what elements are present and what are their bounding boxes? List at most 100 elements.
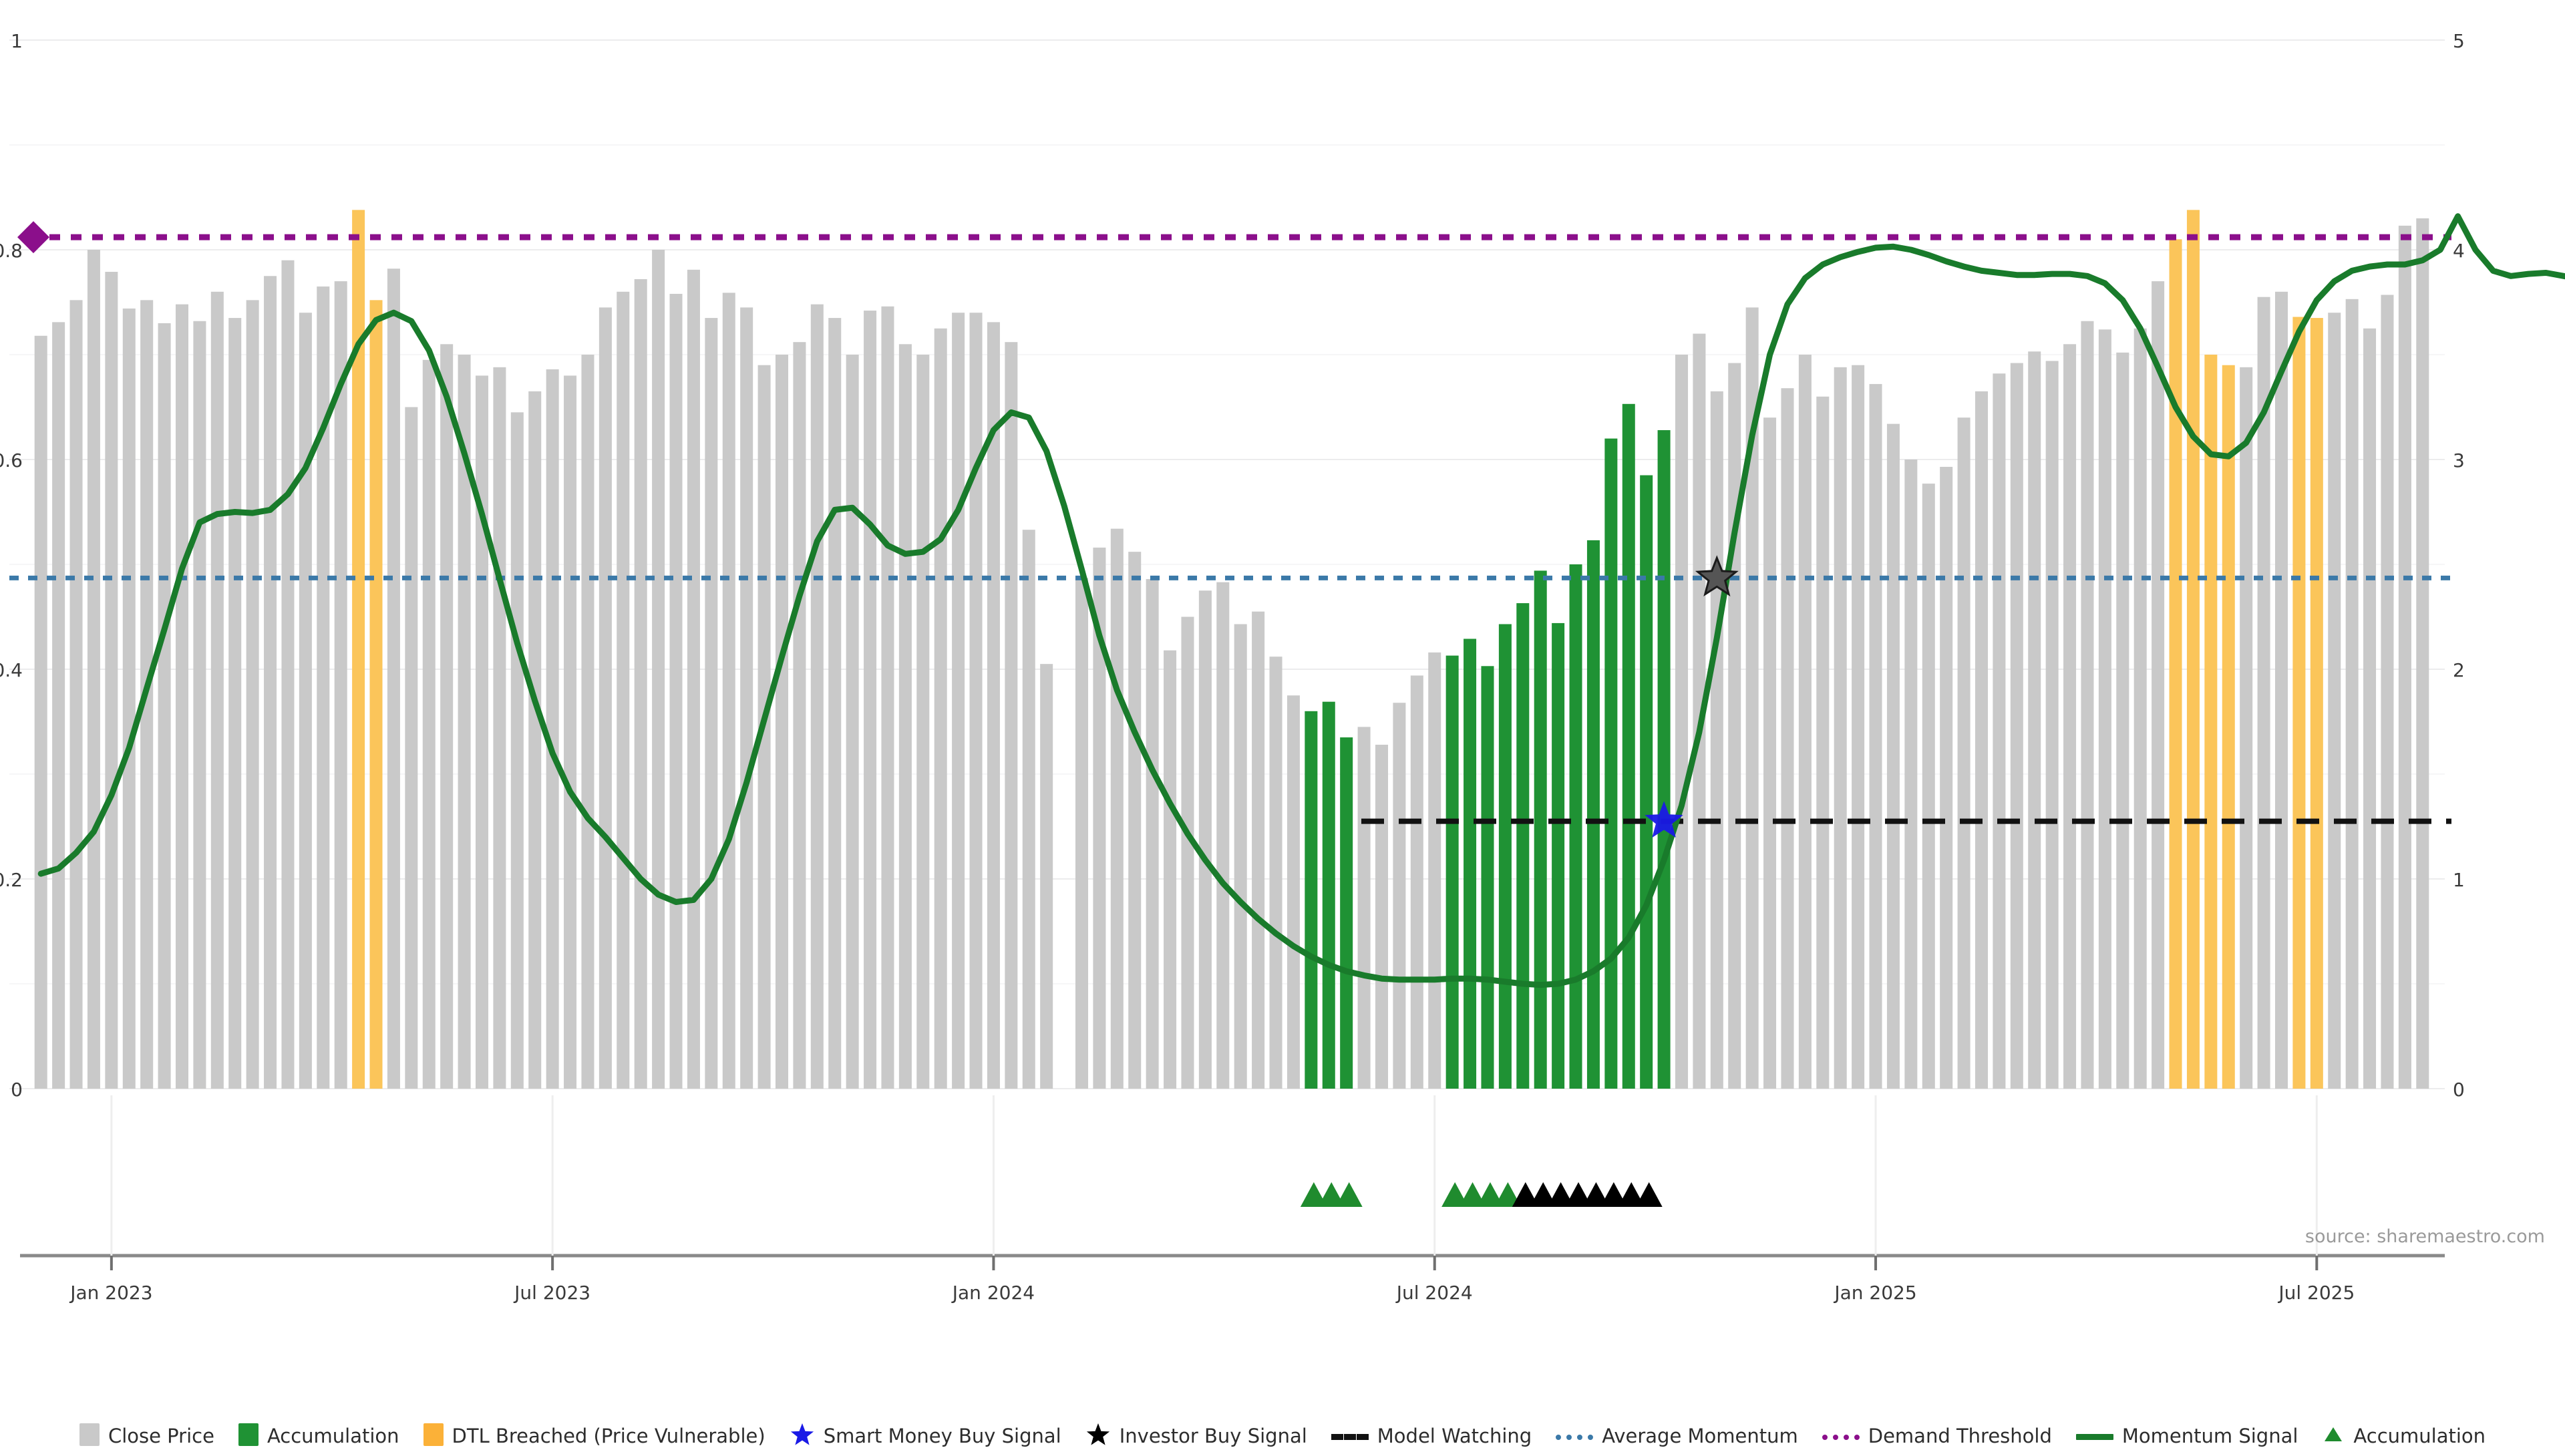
price-bar [1993, 373, 2006, 1089]
price-bar [1886, 423, 1900, 1089]
price-bar [2045, 361, 2059, 1089]
dotted-line-icon [1822, 1430, 1860, 1443]
price-bar [2398, 225, 2411, 1089]
y-axis-right-tick-label: 2 [2453, 659, 2465, 681]
price-bar [369, 300, 383, 1089]
accumulation-triangle-marker [1494, 1182, 1522, 1207]
legend-item-smart-money-buy-signal[interactable]: Smart Money Buy Signal [790, 1422, 1061, 1450]
price-bar [687, 269, 700, 1089]
legend-item-dtl-breached-price-vulnerable[interactable]: DTL Breached (Price Vulnerable) [423, 1423, 765, 1449]
y-axis-left-tick-label: 0.2 [0, 869, 23, 891]
price-bar [158, 323, 171, 1089]
price-bar [334, 281, 347, 1089]
price-bar [916, 355, 930, 1089]
price-bar [898, 344, 912, 1089]
price-bar [2274, 291, 2288, 1089]
accumulation-triangle-marker [1459, 1182, 1486, 1207]
price-bar [1340, 737, 1353, 1089]
chart-legend: Close Price Accumulation DTL Breached (Pri… [0, 1416, 2565, 1456]
accumulation-triangle-marker [1476, 1182, 1504, 1207]
accumulation-triangle-marker [1318, 1182, 1345, 1207]
price-bar [1834, 367, 1847, 1089]
price-bar [1498, 624, 1512, 1089]
price-bar [793, 342, 806, 1089]
y-axis-left-tick-label: 0.4 [0, 659, 23, 681]
price-bar [1604, 438, 1618, 1089]
price-bar [2116, 352, 2129, 1089]
price-bar [2381, 295, 2394, 1089]
price-bar [2204, 355, 2218, 1089]
square-icon [423, 1423, 444, 1449]
price-bar [1040, 664, 1053, 1089]
square-icon [79, 1423, 100, 1449]
price-bar [2328, 313, 2341, 1089]
legend-item-average-momentum[interactable]: Average Momentum [1556, 1425, 1798, 1447]
price-bar [1198, 590, 1212, 1089]
price-bar [2028, 351, 2041, 1089]
price-bar [581, 355, 594, 1089]
price-bar [246, 300, 259, 1089]
price-bar [264, 276, 277, 1089]
price-bar [175, 304, 189, 1089]
price-bar [1445, 655, 1459, 1089]
price-bar [846, 355, 859, 1089]
price-bar [1481, 666, 1494, 1089]
price-bar [634, 279, 647, 1089]
legend-item-label: Accumulation [2353, 1425, 2486, 1447]
price-bar [1393, 703, 1406, 1089]
legend-item-investor-buy-signal[interactable]: Investor Buy Signal [1085, 1422, 1307, 1450]
price-bar [1763, 417, 1777, 1089]
legend-item-momentum-signal[interactable]: Momentum Signal [2075, 1425, 2298, 1447]
price-bar [546, 369, 559, 1089]
price-bar [440, 344, 454, 1089]
price-bar [52, 322, 65, 1089]
y-axis-right-tick-label: 5 [2453, 30, 2465, 52]
price-bar [87, 250, 100, 1089]
price-bar [1375, 745, 1389, 1089]
legend-item-label: Accumulation [267, 1425, 399, 1447]
price-bar [1534, 570, 1547, 1089]
price-bar [1640, 475, 1653, 1089]
accumulation-triangle-marker [1300, 1182, 1327, 1207]
legend-item-model-watching[interactable]: Model Watching [1331, 1425, 1532, 1447]
star-icon [790, 1422, 815, 1450]
price-bar [652, 250, 665, 1089]
price-bar [2010, 363, 2023, 1089]
price-bar [1234, 624, 1247, 1089]
price-bar [1622, 403, 1635, 1089]
price-bar [1869, 383, 1882, 1089]
price-bar [617, 291, 630, 1089]
price-bar [1216, 582, 1230, 1089]
price-bar [987, 322, 1000, 1089]
price-bar [1022, 530, 1035, 1089]
y-axis-left-tick-label: 1 [11, 30, 23, 52]
price-bar [2257, 297, 2270, 1089]
price-bar [352, 210, 365, 1089]
accumulation-triangle-marker [1441, 1182, 1469, 1207]
price-bar [2345, 299, 2359, 1089]
price-bar [1586, 540, 1600, 1089]
price-bar [1164, 650, 1177, 1089]
price-bar [969, 313, 983, 1089]
legend-item-label: DTL Breached (Price Vulnerable) [452, 1425, 765, 1447]
price-bar [1516, 603, 1530, 1089]
price-bar [405, 407, 418, 1089]
price-bar [1675, 355, 1689, 1089]
reference-lines [9, 234, 2451, 824]
x-axis-tick-label: Jul 2024 [1395, 1282, 1473, 1304]
legend-item-close-price[interactable]: Close Price [79, 1423, 214, 1449]
price-bar [2152, 281, 2165, 1089]
legend-item-accumulation[interactable]: Accumulation [2322, 1423, 2486, 1449]
x-axis-tick-label: Jan 2023 [69, 1282, 152, 1304]
price-bar [722, 293, 735, 1089]
price-bar [1745, 307, 1759, 1089]
price-bar [1464, 639, 1477, 1089]
price-bar [1852, 365, 1865, 1089]
legend-item-demand-threshold[interactable]: Demand Threshold [1822, 1425, 2052, 1447]
square-icon [238, 1423, 259, 1449]
price-bar [934, 328, 947, 1089]
legend-item-accumulation[interactable]: Accumulation [238, 1423, 399, 1449]
price-bar [1957, 417, 1971, 1089]
price-bar [1269, 657, 1282, 1089]
price-bar [1552, 622, 1565, 1089]
